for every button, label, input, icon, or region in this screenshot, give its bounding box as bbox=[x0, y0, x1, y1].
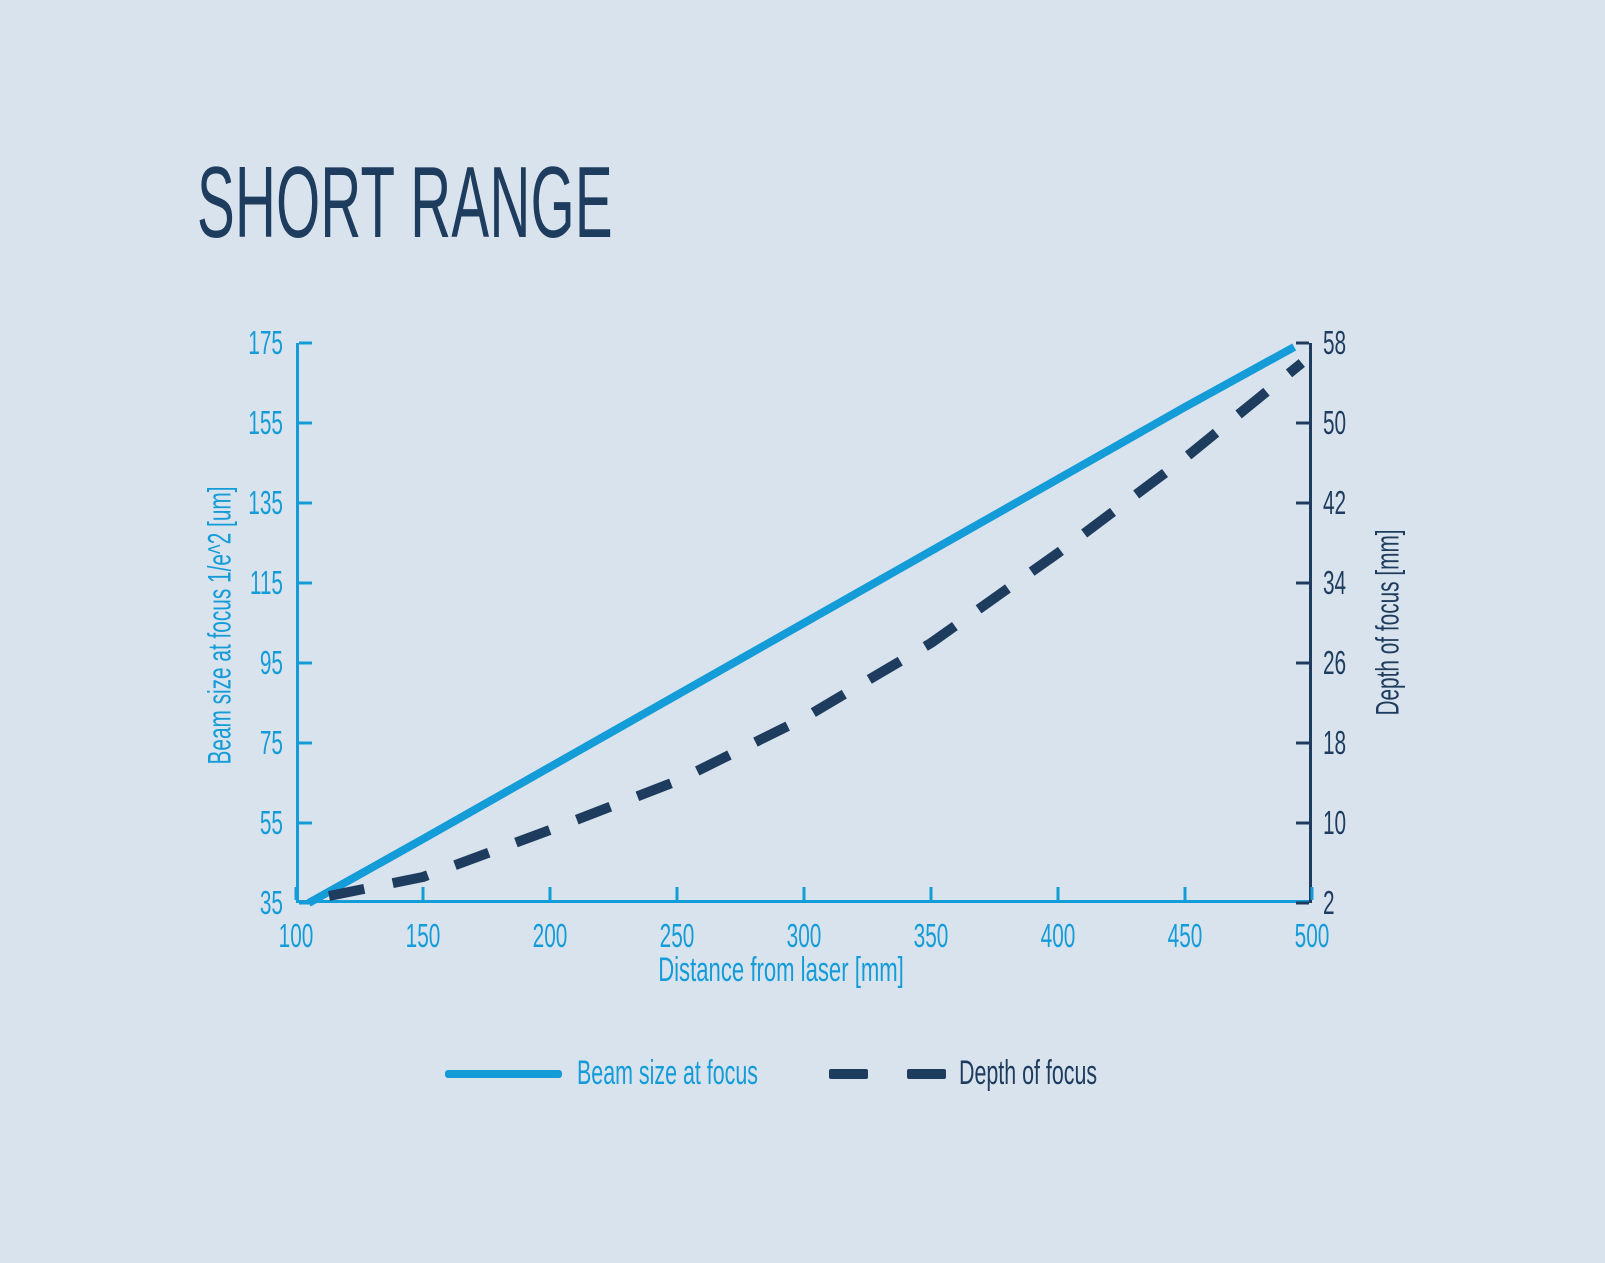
x-axis-tick-label: 100 bbox=[278, 917, 314, 954]
x-axis-tick-label: 350 bbox=[913, 917, 949, 954]
left-axis-tick-label: 95 bbox=[259, 644, 283, 681]
right-axis-title: Depth of focus [mm] bbox=[1369, 528, 1406, 716]
left-axis-tick-label: 175 bbox=[248, 324, 283, 361]
x-axis-tick-label: 400 bbox=[1040, 917, 1076, 954]
chart-title: SHORT RANGE bbox=[197, 147, 613, 259]
right-axis-tick-label: 50 bbox=[1323, 404, 1347, 441]
left-axis-tick-label: 55 bbox=[259, 804, 283, 841]
left-axis-tick-label: 75 bbox=[259, 724, 283, 761]
plot-area bbox=[294, 341, 1314, 907]
x-axis-tick-label: 500 bbox=[1294, 917, 1330, 954]
x-axis-tick-label: 450 bbox=[1167, 917, 1203, 954]
left-axis-tick-label: 155 bbox=[248, 404, 283, 441]
x-axis-title: Distance from laser [mm] bbox=[658, 951, 904, 989]
x-axis-tick-label: 150 bbox=[405, 917, 441, 954]
right-axis-tick-label: 34 bbox=[1323, 564, 1347, 601]
x-axis-tick-label: 300 bbox=[786, 917, 822, 954]
left-axis-title: Beam size at focus 1/e^2 [um] bbox=[201, 486, 238, 764]
right-axis-tick-label: 58 bbox=[1323, 324, 1347, 361]
right-axis-tick-label: 18 bbox=[1323, 724, 1347, 761]
legend-dashed-line-swatch bbox=[829, 1069, 868, 1079]
legend-label-beam-size: Beam size at focus bbox=[577, 1054, 758, 1092]
depth-of-focus-line bbox=[328, 359, 1305, 901]
right-axis-tick-label: 10 bbox=[1323, 804, 1347, 841]
x-axis-tick-label: 250 bbox=[659, 917, 695, 954]
right-axis-tick-label: 42 bbox=[1323, 484, 1347, 521]
legend-dashed-line-swatch bbox=[907, 1069, 946, 1079]
legend-solid-line-swatch bbox=[445, 1070, 562, 1078]
right-axis-tick-label: 26 bbox=[1323, 644, 1347, 681]
left-axis-tick-label: 115 bbox=[249, 564, 283, 601]
beam-size-line bbox=[306, 343, 1297, 907]
right-axis-tick-label: 2 bbox=[1323, 884, 1335, 921]
left-axis-tick-label: 135 bbox=[248, 484, 283, 521]
x-axis-tick-label: 200 bbox=[532, 917, 568, 954]
legend-label-depth-of-focus: Depth of focus bbox=[959, 1054, 1098, 1092]
left-axis-tick-label: 35 bbox=[259, 884, 283, 921]
